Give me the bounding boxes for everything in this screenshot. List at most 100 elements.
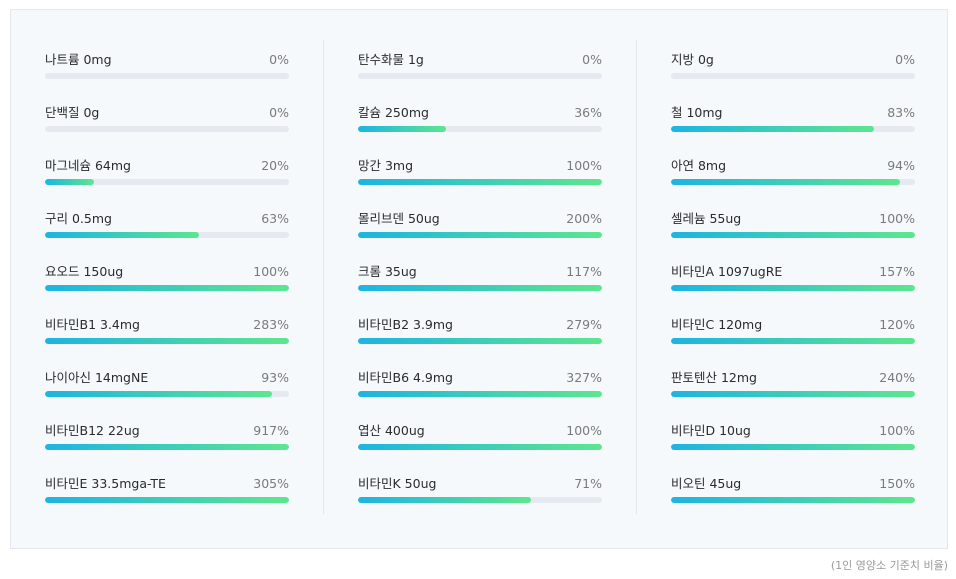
nutrient-row: 비타민B12 22ug 917% [45,411,289,451]
nutrient-label: 비타민B2 3.9mg [358,317,453,332]
progress-track [358,444,602,450]
progress-track [45,232,289,238]
nutrient-row: 비타민D 10ug 100% [671,411,915,451]
progress-track [358,285,602,291]
nutrient-label: 비타민B12 22ug [45,423,140,438]
nutrient-row: 칼슘 250mg 36% [358,93,602,133]
progress-fill [45,285,289,291]
progress-fill [45,338,289,344]
nutrient-percent: 917% [253,423,289,438]
nutrient-percent: 117% [566,264,602,279]
nutrient-percent: 0% [582,52,602,67]
nutrient-label: 비타민E 33.5mga-TE [45,476,166,491]
nutrient-row: 비타민B1 3.4mg 283% [45,305,289,345]
nutrient-percent: 20% [261,158,289,173]
progress-track [358,73,602,79]
nutrient-row: 비타민B2 3.9mg 279% [358,305,602,345]
nutrient-row: 철 10mg 83% [671,93,915,133]
progress-track [45,73,289,79]
nutrient-percent: 0% [895,52,915,67]
nutrient-percent: 327% [566,370,602,385]
progress-track [45,497,289,503]
progress-fill [45,179,94,185]
nutrient-label: 나이아신 14mgNE [45,370,149,385]
progress-fill [671,232,915,238]
nutrient-row: 비타민E 33.5mga-TE 305% [45,464,289,504]
nutrient-label: 탄수화물 1g [358,52,424,67]
nutrient-row: 나트륨 0mg 0% [45,40,289,80]
progress-fill [671,497,915,503]
nutrient-row: 셀레늄 55ug 100% [671,199,915,239]
nutrient-percent: 36% [574,105,602,120]
nutrient-label: 나트륨 0mg [45,52,112,67]
nutrient-label: 몰리브덴 50ug [358,211,440,226]
nutrient-label: 단백질 0g [45,105,100,120]
nutrient-row: 몰리브덴 50ug 200% [358,199,602,239]
nutrient-percent: 120% [879,317,915,332]
progress-fill [358,497,532,503]
nutrient-percent: 240% [879,370,915,385]
nutrient-row: 탄수화물 1g 0% [358,40,602,80]
nutrient-percent: 0% [269,52,289,67]
nutrient-row: 나이아신 14mgNE 93% [45,358,289,398]
nutrient-label: 셀레늄 55ug [671,211,742,226]
progress-track [45,444,289,450]
progress-track [671,338,915,344]
progress-track [358,497,602,503]
nutrient-label: 철 10mg [671,105,723,120]
progress-track [45,338,289,344]
progress-track [45,391,289,397]
nutrient-label: 구리 0.5mg [45,211,112,226]
progress-track [671,285,915,291]
nutrient-percent: 200% [566,211,602,226]
nutrient-percent: 100% [566,423,602,438]
nutrient-percent: 157% [879,264,915,279]
nutrient-label: 비타민C 120mg [671,317,763,332]
nutrient-column-2: 탄수화물 1g 0% 칼슘 250mg 36% 망간 3mg 100% 몰리브덴 50ug 2… [358,40,602,514]
nutrient-percent: 83% [887,105,915,120]
progress-fill [358,338,602,344]
nutrient-label: 비타민B1 3.4mg [45,317,140,332]
progress-fill [358,285,602,291]
nutrient-row: 지방 0g 0% [671,40,915,80]
footnote: (1인 영양소 기준치 비율) [830,559,948,572]
nutrient-percent: 63% [261,211,289,226]
progress-track [358,126,602,132]
column-divider [323,40,324,514]
nutrient-percent: 0% [269,105,289,120]
nutrient-row: 단백질 0g 0% [45,93,289,133]
nutrient-percent: 279% [566,317,602,332]
nutrient-row: 비타민K 50ug 71% [358,464,602,504]
nutrient-row: 망간 3mg 100% [358,146,602,186]
progress-track [358,338,602,344]
progress-fill [671,126,874,132]
progress-track [671,126,915,132]
progress-track [671,391,915,397]
progress-track [671,444,915,450]
progress-track [671,73,915,79]
progress-fill [45,497,289,503]
nutrient-row: 엽산 400ug 100% [358,411,602,451]
nutrient-row: 판토텐산 12mg 240% [671,358,915,398]
progress-track [358,391,602,397]
progress-track [45,126,289,132]
nutrient-row: 요오드 150ug 100% [45,252,289,292]
nutrient-percent: 94% [887,158,915,173]
nutrient-label: 지방 0g [671,52,714,67]
nutrient-percent: 283% [253,317,289,332]
nutrient-row: 비타민C 120mg 120% [671,305,915,345]
nutrient-percent: 100% [879,423,915,438]
progress-fill [671,285,915,291]
progress-fill [671,444,915,450]
progress-fill [45,232,199,238]
progress-fill [358,391,602,397]
nutrient-row: 아연 8mg 94% [671,146,915,186]
nutrient-row: 마그네슘 64mg 20% [45,146,289,186]
progress-fill [45,444,289,450]
nutrient-row: 구리 0.5mg 63% [45,199,289,239]
nutrient-percent: 100% [879,211,915,226]
progress-track [45,179,289,185]
nutrient-row: 비타민B6 4.9mg 327% [358,358,602,398]
progress-fill [45,391,272,397]
nutrient-row: 크롬 35ug 117% [358,252,602,292]
